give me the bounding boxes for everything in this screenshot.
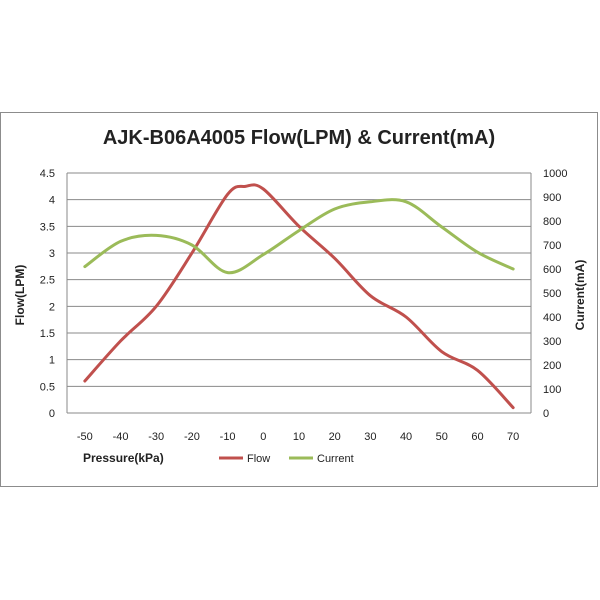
x-tick-label: -10 bbox=[220, 431, 236, 443]
legend-label-flow: Flow bbox=[247, 453, 270, 465]
y-left-tick-label: 1 bbox=[49, 355, 55, 367]
y-left-tick-label: 1.5 bbox=[40, 328, 55, 340]
y-axis-left-title: Flow(LPM) bbox=[13, 265, 27, 326]
y-left-tick-label: 4 bbox=[49, 195, 55, 207]
series-lines bbox=[83, 183, 515, 410]
y-right-tick-label: 700 bbox=[543, 240, 561, 252]
y-right-tick-label: 400 bbox=[543, 312, 561, 324]
x-tick-label: -20 bbox=[184, 431, 200, 443]
y-right-tick-label: 1000 bbox=[543, 168, 567, 180]
y-right-tick-label: 600 bbox=[543, 264, 561, 276]
y-right-tick-label: 900 bbox=[543, 192, 561, 204]
x-tick-label: 10 bbox=[293, 431, 305, 443]
y-right-tick-label: 0 bbox=[543, 408, 549, 420]
x-tick-label: 50 bbox=[436, 431, 448, 443]
series-line-flow bbox=[83, 183, 515, 410]
legend: Flow Current bbox=[219, 453, 354, 465]
x-axis-ticks: -50 -40 -30 -20 -10 0 10 20 30 40 50 60 70 bbox=[77, 431, 519, 443]
y-left-tick-label: 0.5 bbox=[40, 381, 55, 393]
x-tick-label: 20 bbox=[329, 431, 341, 443]
y-left-tick-label: 2.5 bbox=[40, 275, 55, 287]
y-left-tick-label: 3 bbox=[49, 248, 55, 260]
y-left-tick-label: 4.5 bbox=[40, 168, 55, 180]
chart-frame: AJK-B06A4005 Flow(LPM) & Current(mA) 0 0.… bbox=[0, 112, 598, 487]
y-right-tick-label: 300 bbox=[543, 336, 561, 348]
x-tick-label: 70 bbox=[507, 431, 519, 443]
y-left-tick-label: 3.5 bbox=[40, 221, 55, 233]
y-axis-right-title: Current(mA) bbox=[573, 260, 587, 331]
y-right-tick-label: 100 bbox=[543, 384, 561, 396]
y-left-tick-label: 2 bbox=[49, 301, 55, 313]
chart-title: AJK-B06A4005 Flow(LPM) & Current(mA) bbox=[103, 127, 495, 149]
x-tick-label: -50 bbox=[77, 431, 93, 443]
x-tick-label: 40 bbox=[400, 431, 412, 443]
left-axis-ticks: 0 0.5 1 1.5 2 2.5 3 3.5 4 4.5 bbox=[40, 168, 55, 420]
y-right-tick-label: 500 bbox=[543, 288, 561, 300]
x-tick-label: 60 bbox=[471, 431, 483, 443]
y-right-tick-label: 200 bbox=[543, 360, 561, 372]
x-tick-label: -30 bbox=[148, 431, 164, 443]
legend-label-current: Current bbox=[317, 453, 354, 465]
right-axis-ticks: 0 100 200 300 400 500 600 700 800 900 1000 bbox=[543, 168, 567, 420]
series-line-current bbox=[83, 198, 515, 275]
grid bbox=[66, 172, 532, 414]
y-left-tick-label: 0 bbox=[49, 408, 55, 420]
x-tick-label: -40 bbox=[113, 431, 129, 443]
x-tick-label: 0 bbox=[260, 431, 266, 443]
y-right-tick-label: 800 bbox=[543, 216, 561, 228]
chart-svg: AJK-B06A4005 Flow(LPM) & Current(mA) 0 0.… bbox=[13, 127, 587, 465]
x-tick-label: 30 bbox=[364, 431, 376, 443]
x-axis-title: Pressure(kPa) bbox=[83, 451, 164, 465]
